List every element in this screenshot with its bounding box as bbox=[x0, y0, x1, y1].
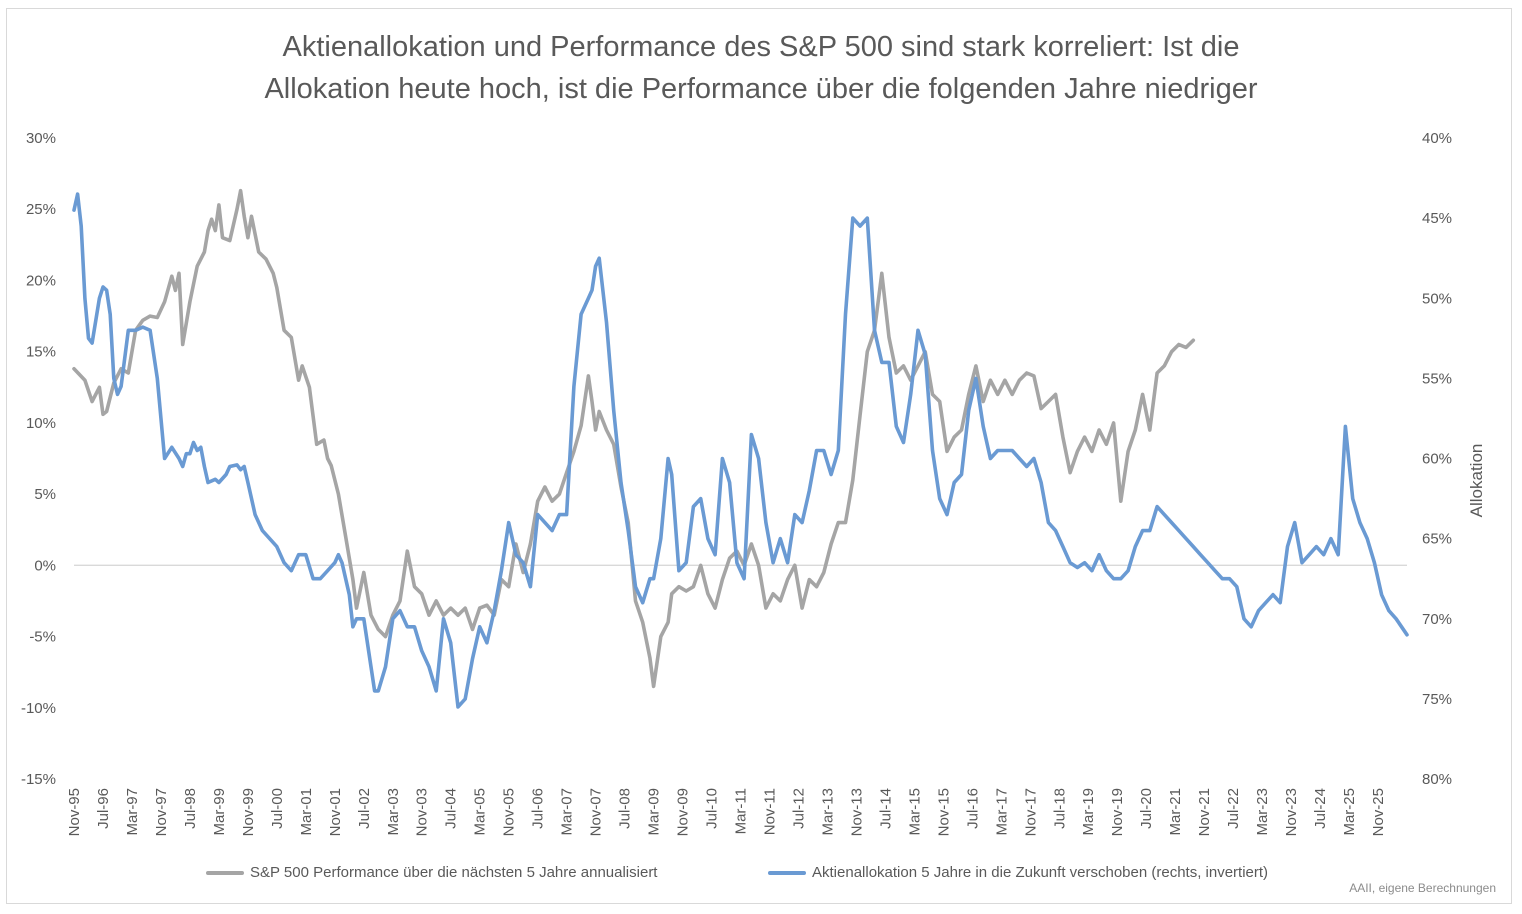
y-left-tick-label: 20% bbox=[26, 272, 56, 289]
x-tick-label: Nov-11 bbox=[761, 788, 778, 835]
chart-title-line-2: Allokation heute hoch, ist die Performan… bbox=[264, 73, 1258, 105]
x-tick-label: Nov-95 bbox=[66, 788, 83, 836]
y-left-tick-label: 5% bbox=[34, 486, 56, 503]
x-tick-label: Mar-01 bbox=[298, 788, 315, 836]
legend-item-allocation: Aktienallokation 5 Jahre in die Zukunft … bbox=[768, 864, 1268, 881]
x-tick-label: Nov-21 bbox=[1196, 788, 1213, 836]
x-tick-label: Nov-03 bbox=[414, 788, 431, 836]
y-right-tick-label: 70% bbox=[1422, 611, 1452, 628]
y-right-tick-label: 80% bbox=[1422, 771, 1452, 788]
y-right-axis-title: Allokation bbox=[1467, 444, 1486, 518]
x-tick-label: Jul-18 bbox=[1051, 788, 1068, 829]
y-right-tick-label: 60% bbox=[1422, 451, 1452, 468]
x-tick-label: Jul-08 bbox=[617, 788, 634, 829]
x-tick-label: Jul-06 bbox=[530, 788, 547, 829]
series-line-equity-allocation bbox=[72, 192, 1409, 709]
x-tick-label: Nov-25 bbox=[1370, 788, 1387, 836]
x-tick-label: Jul-24 bbox=[1312, 788, 1329, 829]
y-left-tick-label: 25% bbox=[26, 201, 56, 218]
x-tick-label: Mar-25 bbox=[1341, 788, 1358, 836]
y-left-tick-label: 10% bbox=[26, 415, 56, 432]
x-tick-label: Mar-19 bbox=[1080, 788, 1097, 836]
x-tick-label: Nov-97 bbox=[153, 788, 170, 836]
x-tick-label: Jul-16 bbox=[964, 788, 981, 829]
x-tick-label: Jul-02 bbox=[356, 788, 373, 829]
x-tick-label: Jul-00 bbox=[269, 788, 286, 829]
chart-title-line-1: Aktienallokation und Performance des S&P… bbox=[282, 31, 1240, 63]
y-right-tick-label: 75% bbox=[1422, 691, 1452, 708]
x-tick-label: Jul-96 bbox=[95, 788, 112, 829]
x-tick-label: Jul-20 bbox=[1138, 788, 1155, 829]
legend-label-sp500: S&P 500 Performance über die nächsten 5 … bbox=[250, 864, 658, 881]
x-tick-label: Nov-19 bbox=[1109, 788, 1126, 836]
x-tick-label: Mar-11 bbox=[733, 788, 750, 834]
y-left-tick-label: -15% bbox=[21, 771, 56, 788]
legend: S&P 500 Performance über die nächsten 5 … bbox=[0, 864, 1522, 886]
x-tick-label: Nov-05 bbox=[501, 788, 518, 836]
x-tick-label: Mar-07 bbox=[559, 788, 576, 836]
y-right-tick-label: 65% bbox=[1422, 531, 1452, 548]
x-tick-label: Mar-97 bbox=[124, 788, 141, 836]
x-tick-label: Mar-13 bbox=[819, 788, 836, 836]
x-tick-label: Nov-07 bbox=[588, 788, 605, 836]
y-left-tick-label: 30% bbox=[26, 130, 56, 147]
y-right-tick-label: 50% bbox=[1422, 290, 1452, 307]
y-right-tick-label: 40% bbox=[1422, 130, 1452, 147]
x-tick-label: Nov-01 bbox=[327, 788, 344, 836]
y-left-tick-label: 15% bbox=[26, 344, 56, 361]
x-tick-label: Jul-98 bbox=[182, 788, 199, 829]
series-line-sp500-performance bbox=[72, 188, 1196, 689]
legend-label-allocation: Aktienallokation 5 Jahre in die Zukunft … bbox=[812, 864, 1269, 881]
chart-title: Aktienallokation und Performance des S&P… bbox=[0, 26, 1522, 110]
x-tick-label: Nov-09 bbox=[675, 788, 692, 836]
x-tick-label: Mar-21 bbox=[1167, 788, 1184, 836]
x-tick-label: Mar-05 bbox=[472, 788, 489, 836]
y-left-tick-label: -10% bbox=[21, 700, 56, 717]
legend-swatch-allocation bbox=[768, 870, 806, 875]
x-tick-label: Nov-99 bbox=[240, 788, 257, 836]
x-tick-label: Jul-14 bbox=[877, 788, 894, 829]
x-tick-label: Jul-04 bbox=[443, 788, 460, 829]
source-note: AAII, eigene Berechnungen bbox=[1349, 881, 1496, 895]
x-tick-label: Mar-15 bbox=[906, 788, 923, 836]
y-right-tick-label: 55% bbox=[1422, 370, 1452, 387]
y-left-tick-label: 0% bbox=[34, 557, 56, 574]
x-tick-label: Nov-15 bbox=[935, 788, 952, 836]
x-tick-label: Nov-23 bbox=[1283, 788, 1300, 836]
x-tick-label: Mar-03 bbox=[385, 788, 402, 836]
y-left-tick-label: -5% bbox=[29, 629, 56, 646]
x-tick-label: Mar-17 bbox=[993, 788, 1010, 836]
x-tick-label: Jul-12 bbox=[790, 788, 807, 829]
x-tick-label: Jul-10 bbox=[704, 788, 721, 829]
x-tick-label: Nov-17 bbox=[1022, 788, 1039, 836]
x-tick-label: Mar-99 bbox=[211, 788, 228, 836]
legend-swatch-sp500 bbox=[206, 870, 244, 875]
x-tick-label: Mar-09 bbox=[646, 788, 663, 836]
x-tick-label: Jul-22 bbox=[1225, 788, 1242, 829]
legend-item-sp500: S&P 500 Performance über die nächsten 5 … bbox=[206, 864, 657, 881]
x-tick-label: Nov-13 bbox=[848, 788, 865, 836]
y-right-tick-label: 45% bbox=[1422, 210, 1452, 227]
x-tick-label: Mar-23 bbox=[1254, 788, 1271, 836]
